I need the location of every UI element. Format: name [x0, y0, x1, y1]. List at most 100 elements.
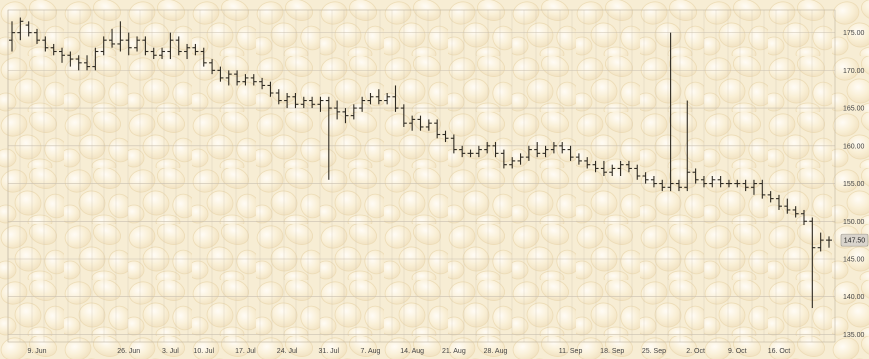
ohlc-bar	[100, 36, 107, 56]
ohlc-bar	[200, 47, 207, 67]
ohlc-bar	[184, 43, 191, 60]
ohlc-bar	[50, 43, 57, 56]
ohlc-bar	[550, 142, 557, 154]
ohlc-bar	[792, 206, 799, 218]
ohlc-bar	[609, 164, 616, 176]
ohlc-bar	[59, 47, 66, 63]
ohlc-bar	[292, 93, 299, 109]
ohlc-bar	[159, 47, 166, 60]
x-tick-label: 11. Sep	[559, 348, 583, 355]
x-tick-label: 17. Jul	[235, 348, 256, 355]
x-axis: 9. Jun 26. Jun 3. Jul 10. Jul 17. Jul 24. Jul…	[27, 348, 790, 355]
ohlc-bar	[717, 176, 724, 188]
x-tick-label: 10. Jul	[193, 348, 214, 355]
ohlc-bar	[559, 142, 566, 154]
ohlc-bar	[25, 21, 32, 37]
ohlc-bar	[775, 194, 782, 210]
ohlc-bar	[542, 145, 549, 158]
y-tick-label: 160.00	[843, 143, 865, 150]
ohlc-bar	[525, 145, 532, 161]
x-tick-label: 21. Aug	[442, 348, 466, 355]
ohlc-bar	[650, 176, 657, 188]
y-axis: 175.00 170.00 165.00 160.00 155.00 150.00 145.…	[843, 30, 865, 339]
ohlc-bar	[175, 36, 182, 56]
ohlc-bar	[42, 36, 49, 52]
x-tick-label: 14. Aug	[400, 348, 424, 355]
ohlc-bar	[34, 28, 41, 44]
ohlc-bar	[350, 104, 357, 120]
ohlc-bar	[667, 32, 674, 192]
y-tick-label: 170.00	[843, 68, 865, 75]
ohlc-bar	[334, 100, 341, 120]
ohlc-bar	[434, 119, 441, 139]
ohlc-bar	[375, 89, 382, 105]
ohlc-bar	[767, 191, 774, 203]
ohlc-bar	[675, 179, 682, 192]
ohlc-bar	[17, 17, 24, 41]
ohlc-bar	[75, 55, 82, 71]
x-tick-label: 18. Sep	[600, 348, 624, 355]
ohlc-bar	[442, 130, 449, 143]
ohlc-bar	[117, 21, 124, 52]
ohlc-bar	[317, 96, 324, 112]
x-tick-label: 16. Oct	[768, 348, 791, 355]
x-tick-label: 3. Jul	[162, 348, 179, 355]
x-tick-label: 31. Jul	[318, 348, 339, 355]
ohlc-bar	[225, 70, 232, 86]
y-tick-label: 175.00	[843, 30, 865, 37]
ohlc-bar	[659, 179, 666, 192]
ohlc-bar	[567, 145, 574, 161]
ohlc-bar	[484, 142, 491, 154]
ohlc-bar	[9, 21, 15, 52]
x-tick-label: 28. Aug	[484, 348, 508, 355]
ohlc-bar	[142, 36, 149, 56]
x-tick-label: 9. Oct	[728, 348, 747, 355]
ohlc-bar	[417, 115, 424, 131]
ohlc-bar	[300, 96, 307, 109]
ohlc-bar	[817, 232, 824, 252]
ohlc-bar	[642, 172, 649, 184]
last-price-label: 147.50	[844, 238, 866, 245]
ohlc-bar	[826, 236, 832, 248]
ohlc-bar	[425, 119, 432, 131]
ohlc-bar	[242, 74, 249, 86]
y-tick-label: 140.00	[843, 294, 865, 301]
ohlc-bar	[309, 96, 316, 109]
ohlc-bar	[784, 198, 791, 214]
ohlc-bar	[325, 96, 332, 180]
y-tick-label: 165.00	[843, 106, 865, 113]
ohlc-bar	[167, 32, 174, 60]
last-price-tag: 147.50	[840, 233, 869, 247]
ohlc-bar	[109, 28, 116, 48]
ohlc-bar	[284, 93, 291, 109]
ohlc-bar	[709, 176, 716, 188]
ohlc-bar	[584, 157, 591, 169]
ohlc-bar	[617, 160, 624, 176]
ohlc-bar	[134, 36, 141, 52]
ohlc-bar	[600, 160, 607, 176]
ohlc-bar	[209, 59, 216, 75]
ohlc-bar	[684, 100, 691, 192]
grid	[7, 9, 836, 343]
ohlc-bar	[234, 70, 241, 86]
ohlc-bar	[450, 134, 457, 154]
ohlc-bar	[84, 55, 91, 71]
ohlc-bar	[217, 66, 224, 82]
x-tick-label: 24. Jul	[277, 348, 298, 355]
ohlc-bar	[250, 74, 257, 86]
x-tick-label: 25. Sep	[642, 348, 666, 355]
ohlc-bar	[742, 179, 749, 192]
ohlc-bar	[409, 115, 416, 131]
ohlc-bar	[750, 179, 757, 195]
y-tick-label: 150.00	[843, 219, 865, 226]
x-tick-label: 9. Jun	[27, 348, 46, 355]
x-tick-label: 7. Aug	[361, 348, 381, 355]
ohlc-bar	[342, 108, 349, 124]
ohlc-bar	[92, 47, 99, 71]
ohlc-bar	[634, 164, 641, 180]
ohlc-bar	[800, 209, 807, 226]
